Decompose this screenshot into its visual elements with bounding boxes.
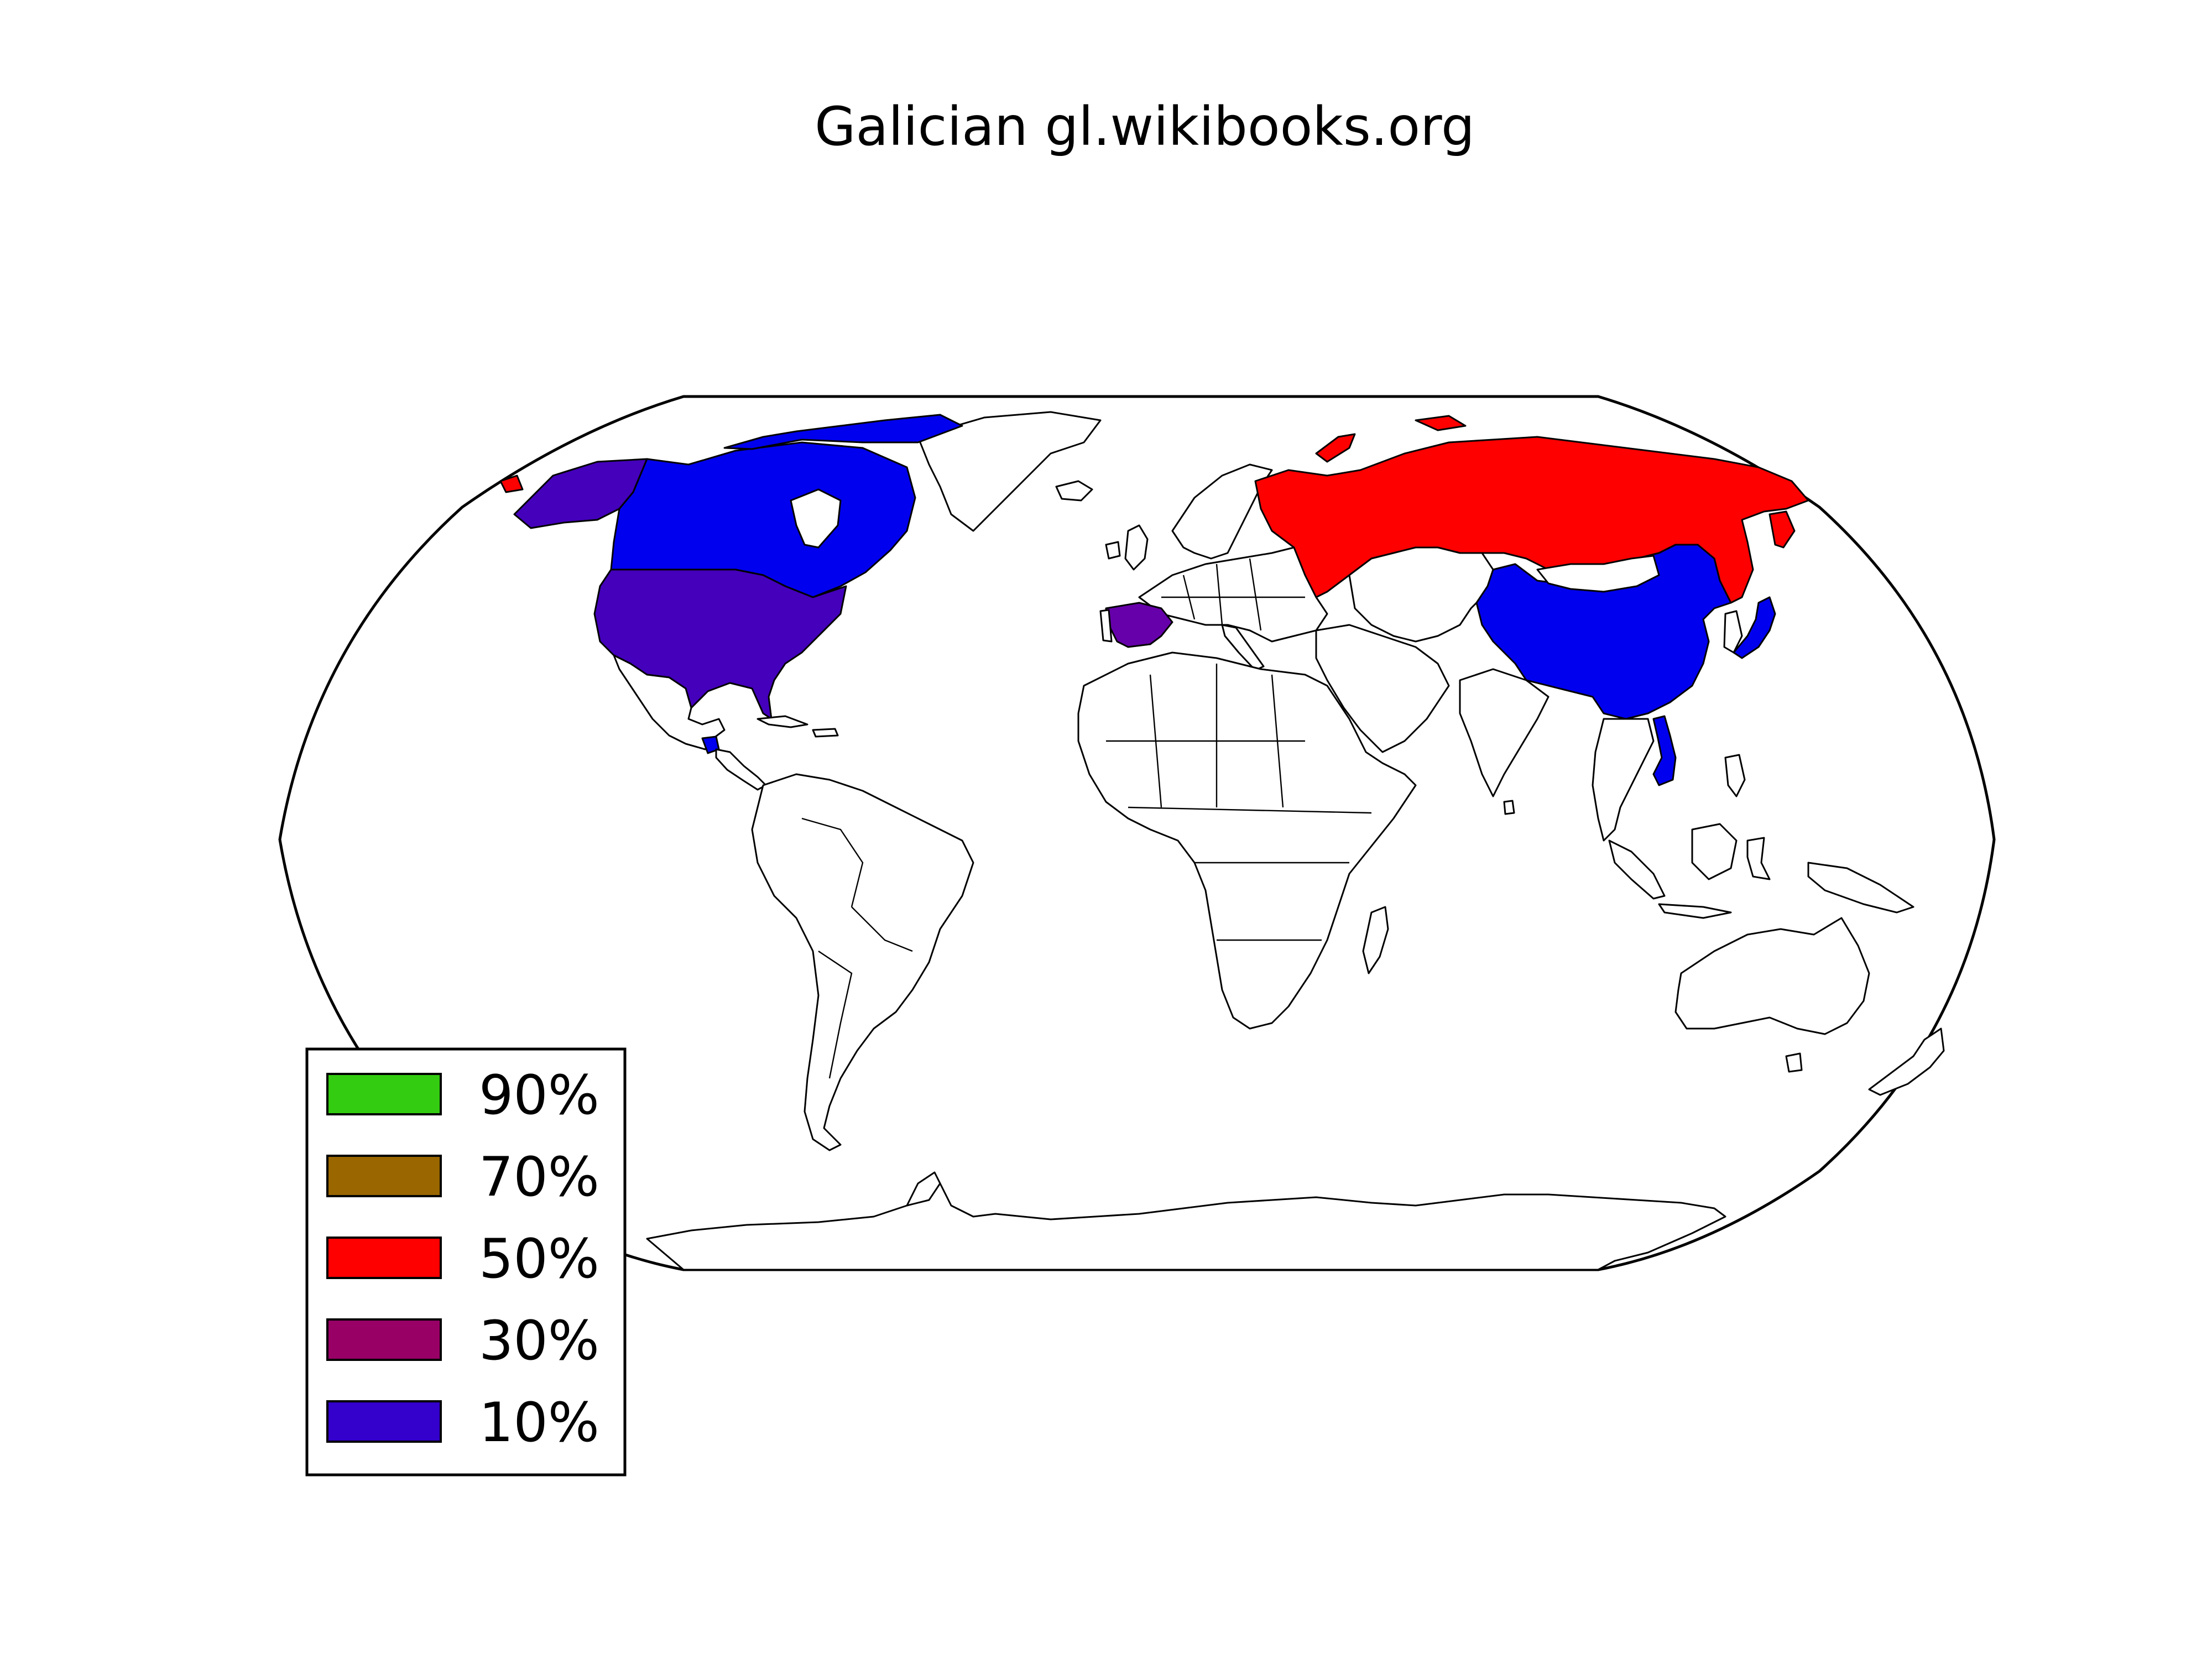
region-canada-islands [723,414,963,450]
middle-east [1315,624,1450,753]
region-russia-sakhalin [1768,510,1796,549]
region-russia-arctic [1415,415,1467,431]
iceland [1055,480,1093,502]
tasmania [1785,1052,1803,1073]
new-guinea [1807,862,1914,914]
legend-swatch-90 [326,1073,442,1115]
mexico [613,654,726,750]
africa-border-4 [1271,674,1284,808]
hispaniola [812,728,839,738]
legend-swatch-30 [326,1318,442,1361]
region-vietnam [1652,715,1677,786]
new-zealand [1868,1027,1945,1096]
sa-border-1 [801,817,864,907]
region-alaska-tip [499,474,524,493]
map-title: Galician gl.wikibooks.org [815,96,1475,158]
southeast-asia [1592,718,1655,842]
legend-swatch-50 [326,1237,442,1279]
mongolia [1536,555,1660,593]
legend-swatch-10 [326,1400,442,1443]
legend-label-10: 10% [479,1391,599,1454]
greenland [917,411,1102,532]
africa [1077,651,1417,1030]
legend-label-50: 50% [479,1228,599,1291]
africa-border-2 [1149,674,1162,808]
legend-label-70: 70% [479,1146,599,1209]
antarctic-peninsula [906,1171,941,1207]
legend-label-30: 30% [479,1310,599,1373]
java [1658,903,1732,919]
philippines [1724,754,1746,797]
legend-swatch-70 [326,1155,442,1197]
sri-lanka [1503,800,1515,815]
legend-label-90: 90% [479,1064,599,1127]
madagascar [1362,906,1389,974]
sumatra [1608,839,1666,900]
europe-border-2 [1215,564,1223,625]
sulawesi [1746,837,1771,880]
scandinavia [1171,463,1273,560]
australia [1674,917,1870,1035]
portugal [1099,609,1113,643]
great-britain [1124,524,1149,571]
region-russia-novaya [1315,433,1356,463]
region-canada [610,441,916,598]
south-america [751,773,974,1151]
korea [1723,610,1743,654]
india [1459,668,1550,797]
sa-border-3 [818,951,853,1079]
cuba [757,715,808,728]
europe-border-3 [1249,558,1262,631]
sa-border-2 [851,906,913,952]
africa-border-7 [1128,806,1372,814]
europe-mainland [1138,546,1328,643]
hudson-bay [790,488,842,549]
borneo [1691,823,1738,880]
ireland [1105,541,1121,560]
legend: 90% 70% 50% 30% 10% [305,1047,627,1477]
region-japan [1733,596,1776,659]
